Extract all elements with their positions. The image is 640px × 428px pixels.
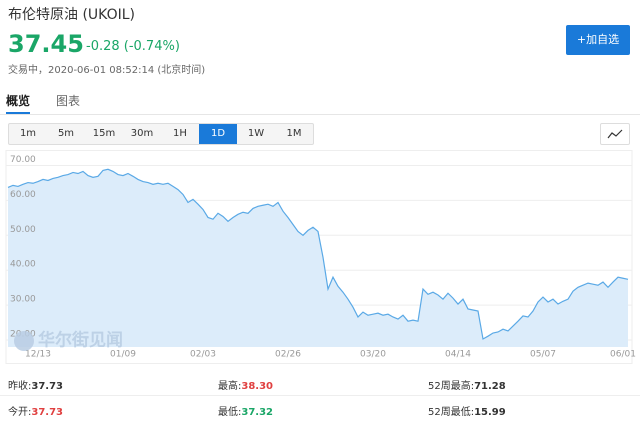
stat-label: 最高:	[218, 381, 242, 392]
stat-label: 52周最低:	[428, 407, 475, 418]
stat-value: 37.73	[31, 407, 64, 418]
y-tick-label: 70.00	[10, 155, 36, 165]
y-tick-label: 30.00	[10, 295, 36, 305]
period-button[interactable]: 5m	[57, 128, 75, 139]
stat-value: 37.32	[241, 407, 274, 418]
x-tick-label: 03/20	[360, 350, 386, 360]
period-button[interactable]: 15m	[92, 128, 116, 139]
x-tick-label: 02/26	[275, 350, 301, 360]
tab[interactable]: 图表	[56, 94, 81, 108]
period-button[interactable]: 1M	[286, 128, 302, 139]
x-tick-label: 01/09	[110, 350, 136, 360]
stat-value: 38.30	[241, 381, 274, 392]
divider	[0, 395, 640, 396]
period-button[interactable]: 1W	[247, 128, 265, 139]
y-tick-label: 60.00	[10, 190, 36, 200]
stat-value: 15.99	[474, 407, 506, 418]
chart: 20.0030.0040.0050.0060.0070.0012/1301/09…	[5, 150, 636, 364]
stat: 最高:38.30	[218, 377, 273, 392]
stat-value: 71.28	[474, 381, 506, 392]
stat: 52周最低:15.99	[428, 403, 506, 418]
tab-indicator	[6, 112, 30, 114]
y-tick-label: 50.00	[10, 225, 36, 235]
period-button[interactable]: 1D	[199, 124, 237, 144]
stat: 今开:37.73	[8, 403, 63, 418]
instrument-title: 布伦特原油 (UKOIL)	[8, 7, 135, 23]
add-watchlist-button[interactable]: +加自选	[566, 25, 630, 55]
price: 37.45	[8, 30, 84, 58]
chart-icon	[607, 129, 623, 139]
tab[interactable]: 概览	[6, 94, 31, 108]
watermark-logo	[14, 331, 34, 351]
period-button[interactable]: 30m	[130, 128, 154, 139]
divider	[0, 114, 640, 115]
x-tick-label: 05/07	[530, 350, 556, 360]
stat: 昨收:37.73	[8, 377, 63, 392]
price-change: -0.28 (-0.74%)	[86, 39, 180, 54]
stat-label: 52周最高:	[428, 381, 475, 392]
chart-type-button[interactable]	[600, 123, 630, 145]
x-tick-label: 04/14	[445, 350, 471, 360]
x-tick-label: 02/03	[190, 350, 216, 360]
period-button[interactable]: 1H	[173, 128, 187, 139]
area-fill	[8, 169, 628, 347]
stat-value: 37.73	[31, 381, 64, 392]
period-selector: 1m 5m 15m 30m 1H 1D 1W 1M	[8, 123, 314, 145]
trade-status: 交易中，2020-06-01 08:52:14 (北京时间)	[8, 65, 206, 76]
stat-label: 今开:	[8, 407, 32, 418]
stat-label: 最低:	[218, 407, 242, 418]
x-tick-label: 12/13	[25, 350, 51, 360]
price-line	[7, 168, 629, 340]
watermark: 华尔街见闻	[38, 330, 123, 351]
stat: 最低:37.32	[218, 403, 273, 418]
x-tick-label: 06/01	[610, 350, 636, 360]
stat: 52周最高:71.28	[428, 377, 506, 392]
y-tick-label: 40.00	[10, 260, 36, 270]
stat-label: 昨收:	[8, 381, 32, 392]
period-button[interactable]: 1m	[19, 128, 37, 139]
